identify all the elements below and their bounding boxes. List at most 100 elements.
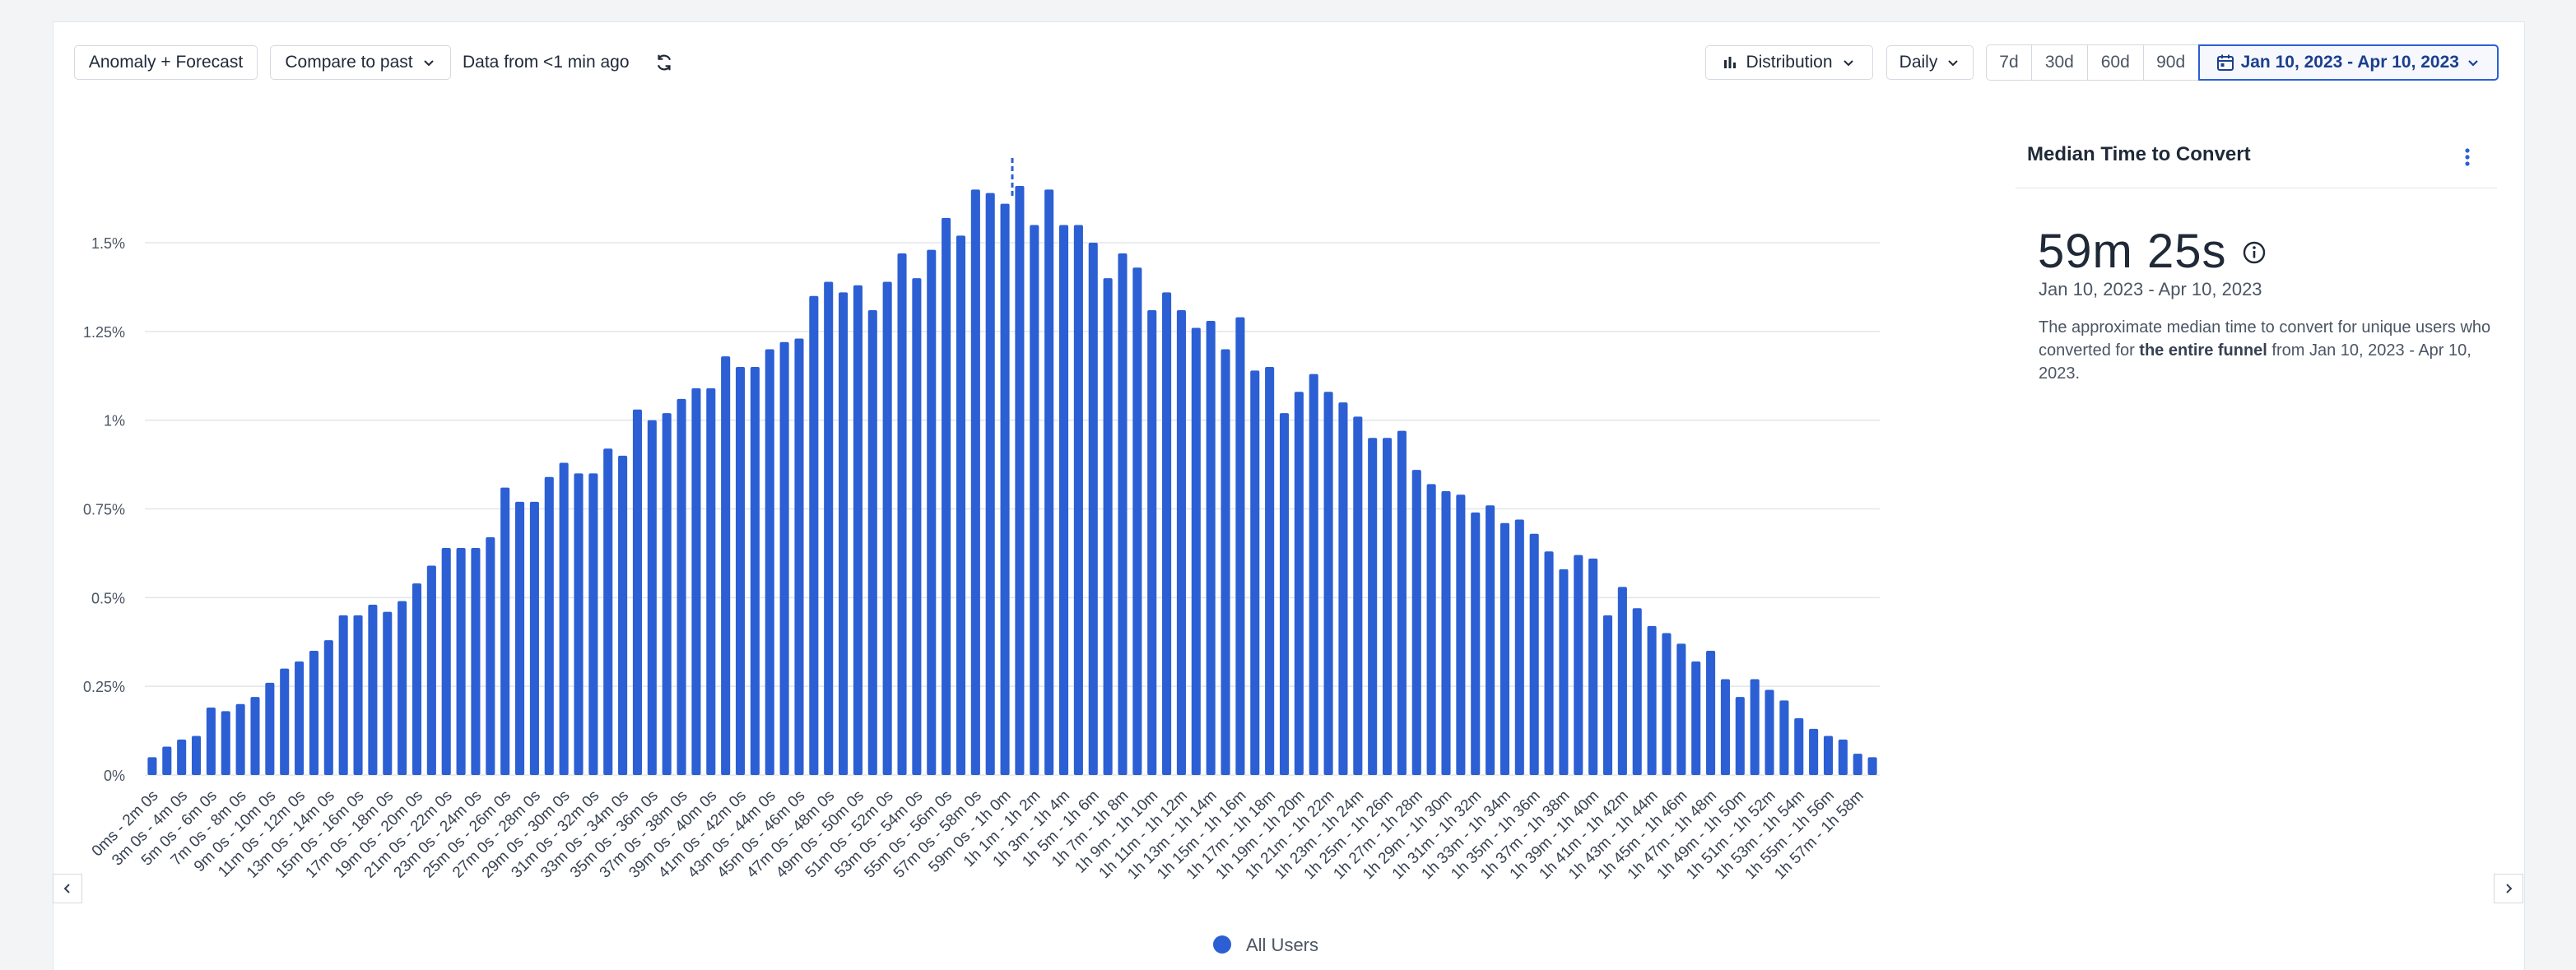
bar[interactable]	[882, 281, 892, 775]
bar[interactable]	[206, 708, 216, 775]
bar[interactable]	[942, 217, 951, 775]
bar[interactable]	[912, 278, 922, 775]
bar[interactable]	[1147, 310, 1157, 775]
bar[interactable]	[1162, 292, 1172, 775]
bar[interactable]	[1514, 519, 1524, 775]
bar[interactable]	[368, 604, 378, 775]
bar[interactable]	[441, 547, 451, 775]
bar[interactable]	[1823, 736, 1834, 775]
bar[interactable]	[1691, 661, 1701, 775]
bar[interactable]	[1044, 189, 1054, 776]
bar[interactable]	[867, 310, 877, 775]
bar[interactable]	[147, 757, 157, 775]
bar[interactable]	[1588, 558, 1598, 775]
preset-90d[interactable]: 90d	[2142, 44, 2199, 81]
date-range-picker[interactable]: Jan 10, 2023 - Apr 10, 2023	[2197, 44, 2499, 81]
bar[interactable]	[897, 253, 907, 775]
info-icon[interactable]	[2242, 240, 2267, 265]
bar[interactable]	[1456, 494, 1466, 775]
bar[interactable]	[1250, 370, 1260, 775]
bar[interactable]	[662, 413, 672, 775]
bar[interactable]	[1265, 367, 1275, 775]
bar[interactable]	[1559, 569, 1569, 775]
bar[interactable]	[412, 583, 422, 775]
bar[interactable]	[1794, 717, 1804, 775]
bar[interactable]	[1088, 243, 1098, 775]
bar[interactable]	[544, 476, 554, 775]
bar[interactable]	[1662, 633, 1672, 775]
bar[interactable]	[809, 295, 819, 775]
bar[interactable]	[323, 640, 333, 775]
bar[interactable]	[824, 281, 834, 775]
bar[interactable]	[162, 746, 172, 776]
bar[interactable]	[1294, 392, 1304, 775]
bar[interactable]	[1073, 225, 1083, 775]
bar[interactable]	[471, 547, 481, 775]
bar[interactable]	[1809, 728, 1819, 775]
bar[interactable]	[559, 462, 569, 775]
bar[interactable]	[1397, 430, 1407, 775]
bar[interactable]	[486, 537, 495, 775]
bar[interactable]	[529, 501, 539, 775]
bar[interactable]	[1353, 416, 1363, 775]
bar[interactable]	[1720, 679, 1730, 775]
bar[interactable]	[927, 249, 937, 775]
bar[interactable]	[250, 697, 260, 775]
bar[interactable]	[221, 711, 230, 775]
bar[interactable]	[632, 409, 642, 775]
bar[interactable]	[426, 565, 436, 775]
bar[interactable]	[1529, 533, 1539, 775]
bar[interactable]	[779, 341, 789, 775]
bar[interactable]	[383, 611, 393, 775]
bar[interactable]	[574, 473, 584, 775]
scroll-left-button[interactable]	[53, 874, 82, 903]
bar[interactable]	[1030, 225, 1039, 775]
bar[interactable]	[735, 367, 746, 775]
bar[interactable]	[1206, 320, 1216, 775]
bar[interactable]	[1309, 374, 1318, 775]
bar[interactable]	[853, 285, 863, 775]
bar[interactable]	[280, 668, 290, 775]
bar[interactable]	[1368, 438, 1378, 775]
bar[interactable]	[1750, 679, 1760, 775]
more-options-icon[interactable]	[2459, 146, 2476, 168]
bar[interactable]	[1486, 505, 1495, 775]
bar[interactable]	[1221, 349, 1230, 775]
distribution-dropdown[interactable]: Distribution	[1705, 45, 1873, 80]
bar[interactable]	[1838, 739, 1848, 775]
bar[interactable]	[985, 193, 995, 776]
interval-dropdown[interactable]: Daily	[1886, 45, 1974, 80]
bar[interactable]	[1735, 697, 1745, 775]
bar[interactable]	[1779, 700, 1789, 775]
bar[interactable]	[1441, 490, 1451, 775]
bar[interactable]	[191, 736, 202, 775]
preset-30d[interactable]: 30d	[2030, 44, 2088, 81]
legend-series-label[interactable]: All Users	[1246, 935, 1319, 955]
bar[interactable]	[1279, 413, 1290, 775]
bar[interactable]	[456, 547, 466, 775]
bar[interactable]	[177, 739, 187, 775]
bar[interactable]	[1706, 651, 1716, 775]
bar[interactable]	[1426, 484, 1436, 775]
bar[interactable]	[1471, 512, 1481, 775]
bar[interactable]	[706, 388, 716, 775]
bar[interactable]	[765, 349, 774, 775]
bar[interactable]	[970, 189, 980, 776]
bar[interactable]	[1191, 327, 1201, 775]
bar[interactable]	[398, 601, 407, 775]
bar[interactable]	[1000, 203, 1010, 776]
bar[interactable]	[1765, 689, 1774, 775]
bar[interactable]	[265, 682, 275, 775]
bar[interactable]	[500, 487, 510, 775]
bar[interactable]	[618, 455, 628, 775]
bar[interactable]	[1058, 225, 1069, 775]
bar[interactable]	[1103, 278, 1113, 775]
bar[interactable]	[721, 356, 731, 775]
bar[interactable]	[1676, 643, 1686, 775]
bar[interactable]	[1323, 392, 1333, 775]
bar[interactable]	[295, 661, 305, 775]
compare-to-past-dropdown[interactable]: Compare to past	[270, 45, 451, 80]
bar[interactable]	[309, 651, 319, 775]
scroll-right-button[interactable]	[2494, 874, 2523, 903]
bar[interactable]	[603, 448, 613, 775]
